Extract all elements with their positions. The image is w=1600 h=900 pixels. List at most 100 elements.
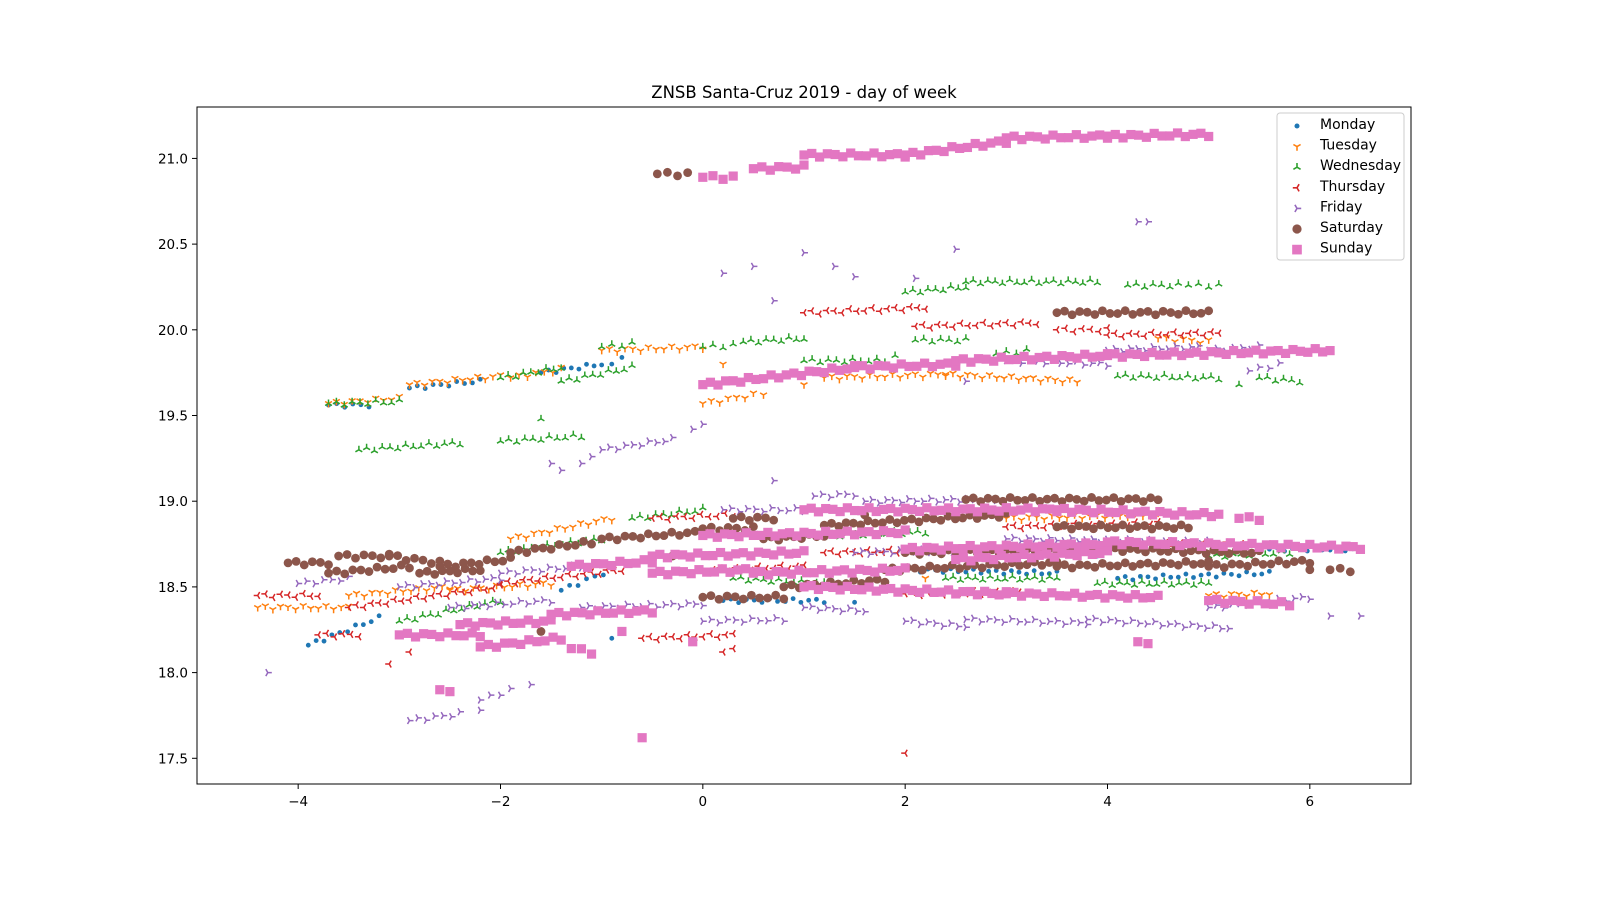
data-point	[786, 569, 796, 579]
data-point	[1102, 350, 1113, 361]
data-point	[1020, 278, 1029, 286]
data-point	[799, 160, 809, 170]
data-point	[553, 524, 562, 532]
data-point	[1225, 538, 1235, 548]
data-point	[527, 368, 535, 375]
data-point	[485, 618, 495, 628]
data-point	[966, 556, 976, 566]
data-point	[853, 151, 864, 161]
data-point	[939, 286, 947, 294]
data-point	[322, 629, 330, 638]
data-point	[941, 321, 949, 329]
data-point	[883, 495, 891, 504]
data-point	[567, 582, 573, 588]
data-point	[1191, 347, 1202, 357]
data-point	[351, 553, 360, 563]
data-point	[748, 164, 759, 174]
data-point	[1016, 569, 1022, 575]
data-point	[713, 380, 723, 390]
data-point	[1341, 541, 1351, 551]
data-point	[1058, 359, 1065, 368]
data-point	[998, 279, 1007, 287]
data-point	[511, 579, 519, 588]
data-point	[1131, 537, 1142, 548]
data-point	[749, 390, 758, 397]
data-point	[506, 536, 515, 543]
data-point	[842, 581, 852, 592]
data-point	[708, 550, 718, 561]
data-point	[1250, 589, 1259, 597]
data-point	[725, 567, 735, 577]
data-point	[386, 443, 394, 450]
data-point	[950, 514, 960, 524]
data-point	[576, 644, 587, 654]
data-point	[475, 632, 485, 642]
data-point	[1010, 533, 1018, 542]
data-point	[303, 577, 311, 585]
data-point	[986, 572, 994, 580]
data-point	[893, 507, 903, 517]
data-point	[714, 633, 721, 642]
data-point	[1052, 325, 1060, 334]
data-point	[1254, 515, 1264, 525]
data-point	[427, 629, 437, 640]
legend-marker-wednesday	[1293, 163, 1301, 170]
data-point	[547, 582, 555, 590]
data-point	[1117, 540, 1127, 550]
data-point	[1266, 364, 1274, 373]
data-point	[962, 283, 970, 291]
data-point	[943, 585, 954, 595]
data-point	[516, 618, 526, 628]
data-point	[329, 575, 336, 584]
data-point	[799, 505, 809, 515]
data-point	[474, 578, 482, 586]
data-point	[973, 552, 984, 562]
data-point	[680, 512, 688, 521]
data-point	[682, 528, 692, 538]
data-point	[883, 304, 891, 313]
data-point	[338, 629, 346, 638]
data-point	[599, 445, 606, 454]
data-point	[1152, 580, 1161, 588]
data-point	[397, 597, 405, 605]
data-point	[1155, 331, 1163, 339]
data-point	[911, 371, 920, 378]
data-point	[1247, 538, 1257, 549]
data-point	[520, 434, 529, 442]
data-point	[663, 167, 672, 177]
data-point	[1093, 278, 1102, 286]
data-point	[1061, 620, 1069, 629]
data-point	[1095, 541, 1105, 551]
data-point	[659, 531, 669, 540]
data-point	[827, 518, 836, 528]
data-point	[644, 344, 653, 351]
data-point	[716, 619, 723, 627]
data-point	[1196, 559, 1206, 569]
x-tick-label: −4	[288, 794, 308, 810]
data-point	[1057, 497, 1067, 506]
data-point	[430, 382, 436, 388]
data-point	[891, 351, 899, 359]
data-point	[662, 553, 673, 563]
data-point	[878, 584, 889, 594]
data-point	[678, 567, 688, 577]
data-point	[1184, 281, 1193, 288]
data-point	[1145, 592, 1156, 603]
data-point	[432, 442, 441, 449]
data-point	[1072, 353, 1082, 363]
data-point	[1095, 130, 1105, 140]
data-point	[588, 370, 597, 378]
data-point	[878, 504, 889, 515]
data-point	[490, 573, 497, 582]
data-point	[367, 599, 375, 608]
data-point	[253, 604, 262, 612]
data-point	[951, 554, 961, 565]
data-point	[1160, 539, 1170, 550]
data-point	[488, 584, 496, 593]
data-point	[985, 372, 994, 379]
data-point	[1037, 541, 1048, 551]
data-point	[1234, 513, 1244, 523]
legend-label: Monday	[1320, 117, 1375, 133]
data-point	[901, 288, 909, 295]
data-point	[851, 272, 859, 281]
